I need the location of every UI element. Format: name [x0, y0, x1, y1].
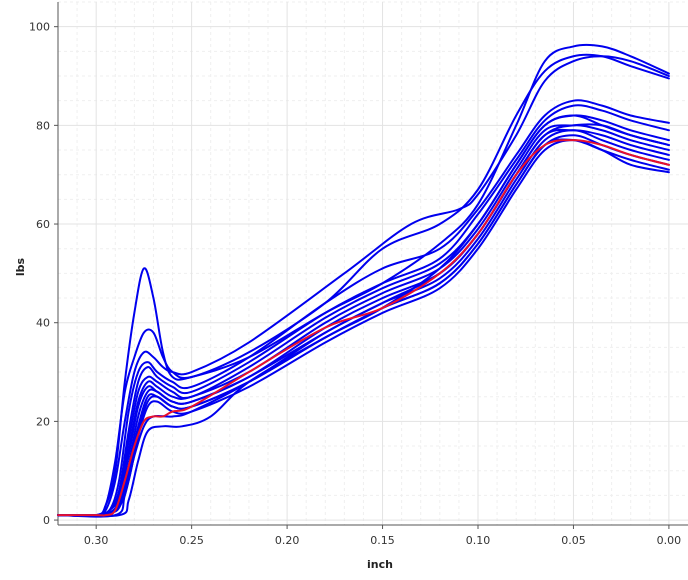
tick-labels: 0 20 40 60 80 100 0.30 0.25 0.20 0.15 0.10 0.05 0.00 [29, 21, 681, 547]
y-tick-label: 100 [29, 21, 50, 34]
y-tick-label: 20 [36, 415, 50, 428]
x-tick-label: 0.05 [561, 534, 586, 547]
series-line-red [57, 139, 670, 517]
grid [58, 1, 688, 525]
series-line-blue [57, 55, 670, 517]
series-line-blue [57, 99, 670, 517]
series-line-blue [57, 104, 670, 517]
series-line-blue [57, 53, 670, 517]
y-tick-label: 0 [43, 514, 50, 527]
x-tick-label: 0.30 [84, 534, 109, 547]
series-line-blue [57, 124, 670, 518]
y-tick-label: 80 [36, 119, 50, 132]
x-tick-label: 0.20 [275, 534, 300, 547]
y-tick-label: 40 [36, 317, 50, 330]
x-tick-label: 0.25 [179, 534, 204, 547]
series-line-blue [57, 114, 670, 518]
x-axis-label: inch [367, 558, 393, 571]
x-tick-label: 0.10 [466, 534, 491, 547]
axes [54, 2, 688, 529]
y-tick-label: 60 [36, 218, 50, 231]
x-tick-label: 0.00 [657, 534, 682, 547]
x-tick-label: 0.15 [370, 534, 395, 547]
series-group [57, 43, 670, 518]
y-axis-label: lbs [14, 257, 27, 276]
